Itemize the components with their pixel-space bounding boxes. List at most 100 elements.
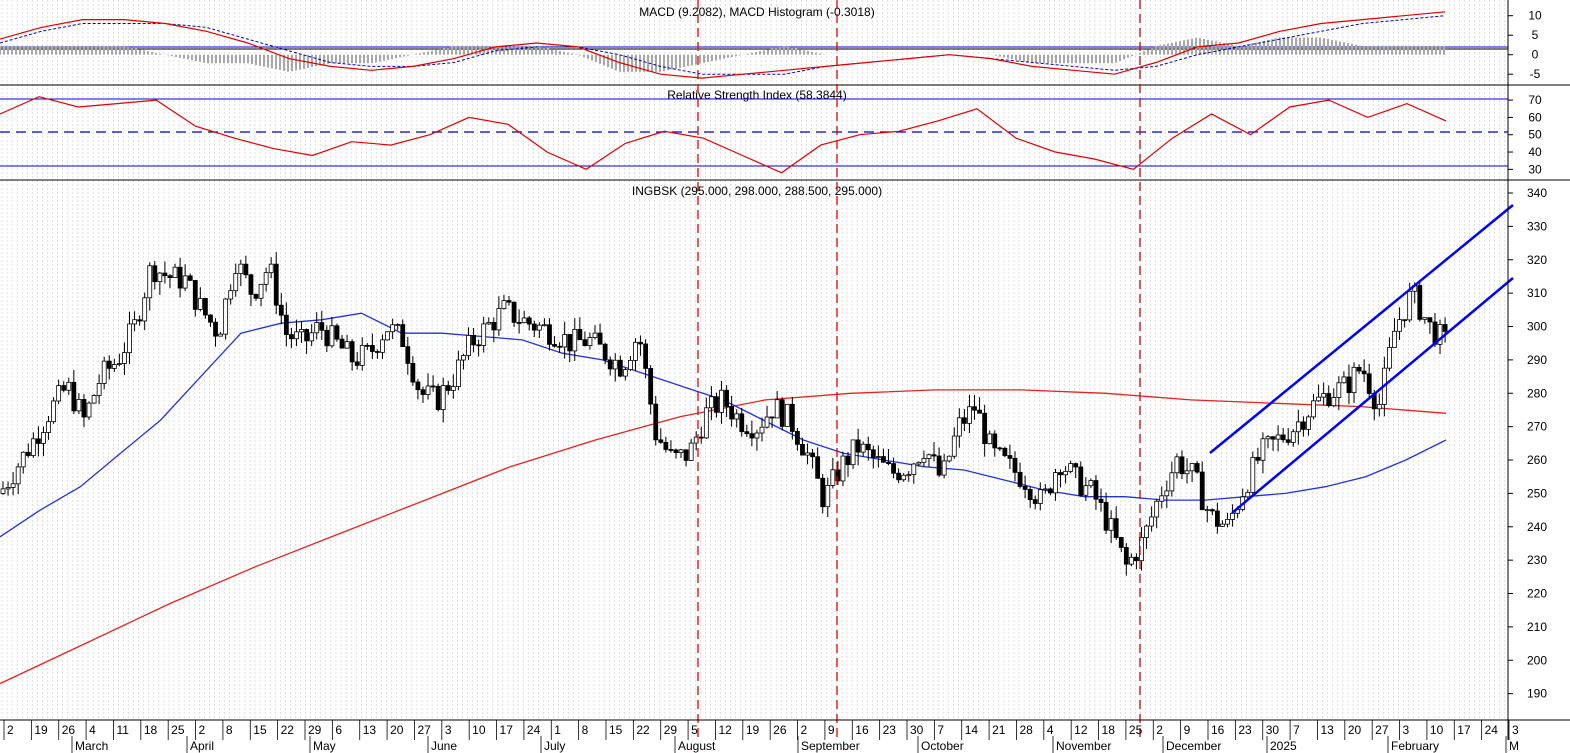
candle-body: [1290, 431, 1296, 443]
x-tick-label: 11: [116, 723, 129, 737]
candle-body: [542, 324, 547, 327]
candle-body: [1341, 376, 1347, 384]
vertical-grid: [1, 0, 1506, 720]
candle-body: [41, 432, 46, 444]
candle-body: [607, 359, 613, 370]
candle-body: [359, 344, 365, 366]
price-tick-label: 260: [1527, 453, 1547, 467]
candle-body: [1285, 439, 1291, 443]
candle-body: [1351, 366, 1357, 394]
price-y-axis: 340 330 320 310 300 290 280 270 260 250 240 230 220 2…: [1508, 186, 1547, 701]
rsi-tick-label: 30: [1528, 162, 1542, 176]
candle-body: [1128, 556, 1134, 565]
x-tick-label: 19: [746, 723, 760, 737]
candle-body: [10, 483, 16, 488]
candle-body: [213, 321, 218, 337]
x-tick-label: 2: [7, 723, 14, 737]
candle-body: [552, 343, 557, 347]
candle-body: [941, 460, 947, 476]
candle-body: [208, 314, 213, 323]
candle-body: [1027, 488, 1033, 501]
candle-body: [926, 454, 932, 459]
candle-body: [5, 487, 11, 490]
candle-body: [896, 472, 902, 481]
x-tick-label: 14: [965, 723, 979, 737]
candle-body: [825, 485, 831, 508]
candle-body: [521, 317, 527, 324]
candle-body: [455, 359, 461, 387]
candle-body: [344, 341, 350, 349]
x-axis-day-ticks: 2 19 26 4 11 18 25 2 8 15 22 29 6 13 20 27 3 10 17 24 1 8 15 22…: [3, 720, 1519, 740]
candle-body: [400, 324, 406, 348]
candle-body: [972, 406, 977, 411]
x-tick-label: 1: [554, 723, 561, 737]
x-tick-label: 7: [937, 723, 944, 737]
candle-body: [1002, 447, 1008, 456]
candle-body: [506, 300, 512, 303]
candle-body: [466, 334, 471, 356]
candle-body: [1220, 523, 1225, 527]
month-label: November: [1056, 739, 1111, 753]
x-tick-label: 19: [34, 723, 48, 737]
price-tick-label: 290: [1527, 353, 1547, 367]
candle-body: [653, 403, 659, 441]
candle-body: [263, 272, 269, 285]
candle-body: [248, 274, 254, 295]
price-tick-label: 210: [1527, 620, 1547, 634]
candle-body: [268, 263, 274, 274]
candle-body: [1144, 525, 1149, 538]
rsi-y-axis: 70 60 50 40 30: [1508, 93, 1542, 176]
candle-body: [405, 346, 411, 364]
candle-body: [855, 439, 861, 453]
candle-body: [977, 409, 982, 414]
candle-body: [956, 417, 962, 437]
price-tick-label: 330: [1527, 219, 1547, 233]
candle-body: [25, 451, 31, 456]
candle-body: [916, 461, 922, 465]
x-tick-label: 26: [773, 723, 787, 737]
price-tick-label: 190: [1527, 687, 1547, 701]
candle-body: [865, 443, 871, 451]
candle-body: [1361, 370, 1367, 375]
candle-body: [1230, 512, 1235, 520]
candle-body: [1402, 319, 1408, 322]
x-tick-label: 2: [1156, 723, 1163, 737]
candle-body: [511, 301, 517, 323]
rsi-tick-label: 70: [1528, 93, 1542, 107]
candle-body: [91, 395, 97, 404]
candle-body: [202, 298, 208, 316]
candle-body: [931, 454, 937, 457]
candle-body: [744, 431, 750, 435]
macd-tick-label: -5: [1530, 67, 1541, 81]
candle-body: [435, 386, 441, 411]
candle-body: [20, 451, 26, 468]
candle-body: [1209, 509, 1215, 512]
candle-body: [294, 331, 299, 340]
x-tick-label: 27: [1375, 723, 1389, 737]
candle-body: [582, 339, 588, 347]
candle-body: [1215, 510, 1220, 527]
candle-body: [714, 396, 719, 413]
candle-body: [734, 413, 740, 420]
candle-body: [643, 343, 649, 369]
candle-body: [724, 389, 729, 407]
candle-body: [1295, 421, 1301, 433]
candle-body: [1366, 373, 1372, 394]
macd-tick-label: 5: [1532, 28, 1539, 42]
candle-body: [127, 323, 132, 354]
month-label: June: [431, 739, 457, 753]
channel-lower-line: [1231, 277, 1514, 514]
candle-body: [319, 322, 325, 331]
price-tick-label: 200: [1527, 653, 1547, 667]
candle-body: [612, 359, 618, 370]
candle-body: [385, 331, 390, 341]
candle-body: [192, 279, 198, 310]
candle-body: [289, 334, 294, 340]
candle-body: [967, 406, 972, 424]
candle-body: [111, 364, 117, 369]
candle-body: [749, 433, 755, 439]
candle-body: [182, 275, 188, 289]
candle-body: [886, 461, 891, 464]
candle-body: [1250, 456, 1256, 493]
x-tick-label: 20: [1348, 723, 1362, 737]
